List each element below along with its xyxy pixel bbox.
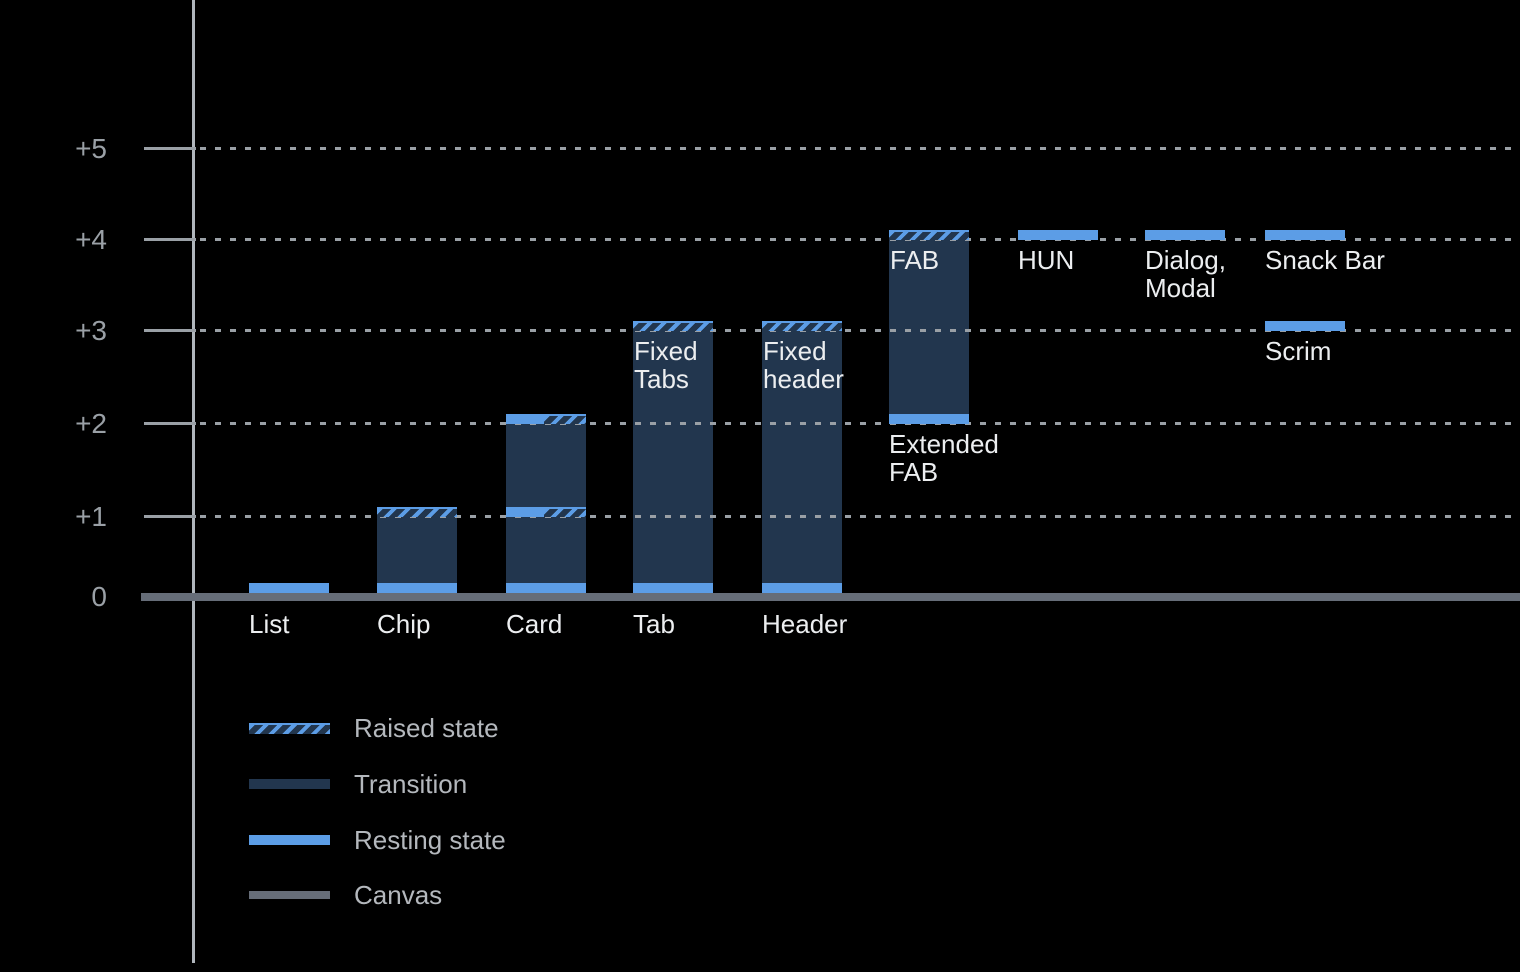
legend-swatch-resting-state [249, 835, 330, 845]
bar-list-resting-band [249, 583, 329, 593]
bar-snack-bar-resting-band [1265, 230, 1345, 240]
y-axis-tick-2 [144, 422, 196, 425]
bar-header-resting-band [762, 583, 842, 593]
gridline-5 [200, 147, 1520, 150]
bar-tab-transition-segment [633, 331, 713, 583]
y-axis-label-0: 0 [91, 581, 107, 612]
y-axis-label-3: +3 [75, 315, 107, 346]
bar-extended-fab-transition-segment [889, 240, 969, 414]
label-list: List [249, 609, 290, 639]
bar-card-transition-segment [506, 424, 586, 507]
resting-part [506, 414, 545, 424]
legend-label-raised-state: Raised state [354, 713, 499, 743]
bar-card-transition-segment [506, 517, 586, 583]
bar-chip-transition-segment [377, 517, 457, 583]
legend-item-transition: Transition [249, 770, 467, 798]
gridline-1 [200, 515, 1520, 518]
legend-swatch-transition [249, 779, 330, 789]
label-chip: Chip [377, 609, 431, 639]
bar-extended-fab-resting-band [889, 414, 969, 424]
raised-part [544, 507, 586, 517]
bar-extended-fab-raised-band [889, 230, 969, 240]
bar-scrim-resting-band [1265, 321, 1345, 331]
label-scrim: Scrim [1265, 336, 1332, 366]
y-axis-tick-1 [144, 515, 196, 518]
y-axis-line [192, 0, 195, 963]
y-axis-label-4: +4 [75, 224, 107, 255]
label-tab: Tab [633, 609, 675, 639]
canvas-baseline [141, 593, 1520, 601]
bar-card-resting-raised-band [506, 507, 586, 517]
bar-header-transition-segment [762, 331, 842, 583]
bar-tab-resting-band [633, 583, 713, 593]
y-axis-label-1: +1 [75, 501, 107, 532]
label-extended-fab: Extended FAB [889, 429, 999, 487]
y-axis-label-2: +2 [75, 408, 107, 439]
legend-item-canvas: Canvas [249, 881, 442, 909]
legend-swatch-canvas [249, 891, 330, 899]
bar-hun-resting-band [1018, 230, 1098, 240]
legend-label-transition: Transition [354, 769, 468, 799]
label-card: Card [506, 609, 563, 639]
label-snack-bar: Snack Bar [1265, 245, 1385, 275]
gridline-2 [200, 422, 1520, 425]
gridline-3 [200, 329, 1520, 332]
y-axis-label-5: +5 [75, 133, 107, 164]
bar-tab-raised-band [633, 321, 713, 331]
gridline-4 [200, 238, 1520, 241]
label-header: Header [762, 609, 848, 639]
legend-item-raised-state: Raised state [249, 714, 499, 742]
legend-item-resting-state: Resting state [249, 826, 506, 854]
label-hun: HUN [1018, 245, 1075, 275]
legend-label-resting-state: Resting state [354, 825, 506, 855]
raised-part [544, 414, 586, 424]
resting-part [506, 507, 545, 517]
bar-chip-resting-band [377, 583, 457, 593]
legend-label-canvas: Canvas [354, 880, 443, 910]
label-dialog-modal: Dialog, Modal [1145, 245, 1226, 303]
y-axis-tick-3 [144, 329, 196, 332]
bar-header-raised-band [762, 321, 842, 331]
bar-dialog-modal-resting-band [1145, 230, 1225, 240]
y-axis-tick-4 [144, 238, 196, 241]
bar-card-resting-raised-band [506, 414, 586, 424]
label-fixed-header: Fixed header [763, 336, 844, 394]
y-axis-tick-5 [144, 147, 196, 150]
label-fixed-tabs: Fixed Tabs [634, 336, 698, 394]
label-fab: FAB [890, 245, 940, 275]
bar-chip-raised-band [377, 507, 457, 517]
legend-swatch-raised-state [249, 722, 330, 734]
bar-card-resting-band [506, 583, 586, 593]
